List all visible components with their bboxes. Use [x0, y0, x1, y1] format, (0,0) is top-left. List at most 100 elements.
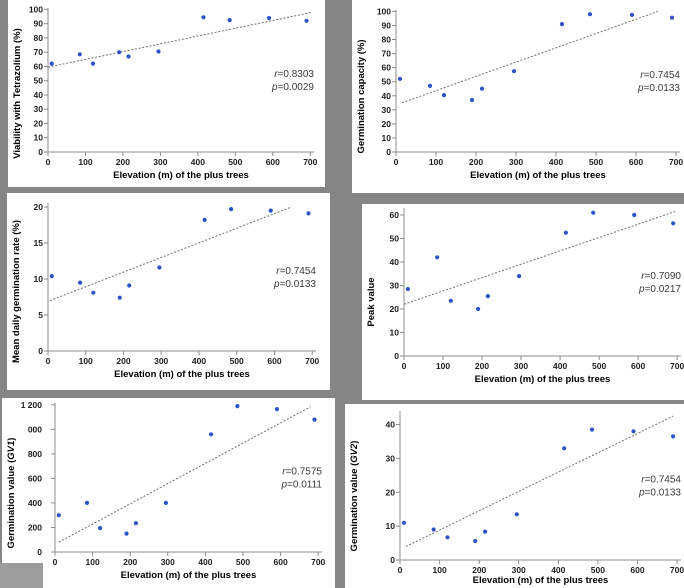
data-point: [631, 429, 636, 434]
correlation-annotation: r=0.7575: [282, 467, 322, 478]
y-tick-label: 0: [38, 147, 43, 157]
x-tick-label: 500: [592, 361, 606, 371]
y-axis-title: Germination value (GV1): [6, 438, 17, 549]
data-point: [473, 538, 478, 544]
scatter-plot-svg: 0 100 200 300 400 500 600 700 0 10 20 30 40 50 60 70 80 9…: [12, 4, 318, 181]
data-point: [445, 535, 450, 540]
data-point: [563, 230, 568, 235]
correlation-annotation: p=0.0133: [273, 279, 316, 290]
data-point: [156, 49, 161, 54]
x-tick-label: 0: [394, 157, 399, 167]
chart-peak-value: 0 100 200 300 400 500 600 700 0 10 20 30 40 50 60 r=0.7…: [362, 204, 684, 400]
x-tick-label: 500: [591, 565, 605, 575]
data-point: [485, 294, 490, 299]
y-axis-title: Germination value (GV2): [349, 441, 360, 552]
x-tick-label: 600: [630, 565, 644, 575]
data-point: [397, 76, 403, 81]
scatter-plot-svg: 0 100 200 300 400 500 600 700 0 10 20 30 40 r=0.7454 p…: [349, 411, 684, 586]
y-tick-label: 50: [390, 234, 400, 244]
data-point: [559, 22, 565, 27]
x-tick-label: 100: [433, 565, 447, 575]
y-tick-label: 10: [34, 133, 44, 143]
data-point: [483, 529, 488, 534]
y-tick-label: 200: [28, 523, 42, 533]
data-point: [229, 207, 234, 212]
data-point: [56, 513, 61, 518]
y-tick-label: 60: [34, 62, 44, 72]
x-tick-label: 600: [631, 361, 645, 371]
y-tick-label: 60: [382, 63, 392, 73]
x-tick-label: 600: [267, 356, 281, 366]
x-tick-label: 400: [549, 157, 563, 167]
y-tick-label: 0: [386, 147, 391, 157]
x-tick-label: 300: [509, 157, 523, 167]
x-tick-label: 300: [512, 565, 526, 575]
correlation-annotation: p=0.0029: [271, 82, 314, 93]
correlation-annotation: r=0.7454: [640, 70, 680, 81]
x-tick-label: 400: [198, 557, 212, 567]
data-point: [671, 434, 676, 439]
y-tick-label: 400: [28, 498, 42, 508]
x-tick-label: 100: [78, 157, 92, 167]
trend-line: [47, 11, 313, 68]
x-tick-label: 500: [236, 557, 250, 567]
data-point: [133, 521, 138, 526]
correlation-annotation: r=0.8303: [274, 69, 314, 80]
y-tick-label: 30: [382, 105, 392, 115]
correlation-annotation: p=0.0133: [637, 83, 680, 94]
x-tick-label: 600: [274, 557, 288, 567]
y-tick-label: 20: [34, 119, 44, 129]
x-tick-label: 200: [469, 157, 483, 167]
data-point: [78, 280, 83, 285]
x-tick-label: 400: [191, 157, 205, 167]
y-tick-label: 800: [28, 449, 42, 459]
x-tick-label: 200: [116, 356, 130, 366]
data-point: [124, 531, 129, 536]
y-tick-label: 10: [34, 274, 44, 284]
x-tick-label: 0: [46, 356, 51, 366]
correlation-annotation: p=0.0111: [280, 480, 322, 491]
data-point: [517, 274, 522, 279]
y-tick-label: 15: [34, 238, 44, 248]
data-point: [671, 221, 676, 226]
data-point: [405, 286, 410, 292]
y-tick-label: 40: [34, 90, 44, 100]
x-tick-label: 100: [79, 356, 93, 366]
data-point: [227, 18, 232, 23]
data-point: [511, 69, 517, 74]
y-tick-label: 0: [390, 555, 395, 565]
gray-corner-block: [0, 563, 43, 588]
y-tick-label: 5: [38, 310, 43, 320]
x-tick-label: 500: [589, 157, 603, 167]
data-point: [90, 61, 96, 66]
x-axis-title: Elevation (m) of the plus trees: [470, 170, 606, 181]
data-point: [479, 86, 485, 91]
trend-line: [403, 211, 676, 305]
correlation-annotation: r=0.7090: [641, 271, 681, 282]
y-tick-label: 10: [382, 133, 392, 143]
x-tick-label: 300: [161, 557, 175, 567]
x-tick-label: 300: [514, 361, 528, 371]
data-point: [274, 407, 279, 412]
x-tick-label: 700: [670, 361, 684, 371]
scatter-plot-svg: 0 100 200 300 400 500 600 700 0 200 400 600 800 000 1 …: [6, 400, 326, 581]
x-tick-label: 100: [86, 557, 100, 567]
x-tick-label: 0: [46, 157, 51, 167]
data-point: [163, 500, 168, 505]
correlation-annotation: p=0.0217: [638, 284, 681, 295]
data-point: [632, 212, 637, 218]
data-point: [431, 527, 436, 532]
y-tick-label: 000: [28, 424, 42, 434]
y-tick-label: 70: [382, 49, 392, 59]
x-tick-label: 400: [553, 361, 567, 371]
data-point: [202, 217, 207, 222]
data-point: [476, 306, 481, 312]
x-tick-label: 200: [116, 157, 130, 167]
correlation-annotation: p=0.0133: [638, 488, 681, 499]
correlation-annotation: r=0.7454: [276, 266, 316, 277]
chart-germination-value-gv1: 0 100 200 300 400 500 600 700 0 200 400 600 800 000 1 …: [2, 398, 335, 588]
correlation-annotation: r=0.7454: [641, 475, 681, 486]
x-axis-title: Elevation (m) of the plus trees: [121, 570, 257, 581]
data-point: [98, 526, 103, 531]
x-tick-label: 0: [398, 565, 403, 575]
